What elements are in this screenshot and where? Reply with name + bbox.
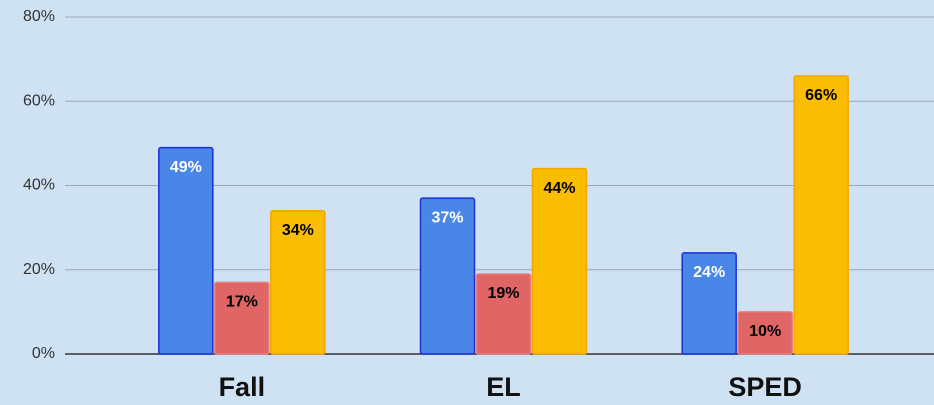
bar [681, 252, 737, 355]
value-label: 44% [543, 180, 575, 197]
bar [475, 273, 532, 355]
value-label: 17% [226, 294, 258, 311]
bar [419, 197, 476, 355]
y-tick-label: 80% [23, 8, 55, 25]
x-tick-label: Fall [219, 372, 266, 402]
y-tick-label: 20% [23, 261, 55, 278]
bar [270, 210, 326, 355]
value-label: 10% [749, 323, 781, 340]
value-label: 37% [431, 209, 463, 226]
x-tick-label: SPED [728, 372, 802, 402]
value-label: 24% [693, 264, 725, 281]
bar [737, 311, 793, 355]
y-tick-label: 40% [23, 177, 55, 194]
value-label: 19% [487, 285, 519, 302]
value-label: 66% [805, 87, 837, 104]
value-label: 49% [170, 159, 202, 176]
y-tick-label: 0% [32, 345, 55, 362]
value-label: 34% [282, 222, 314, 239]
y-tick-label: 60% [23, 92, 55, 109]
bar [214, 281, 270, 355]
bar [793, 75, 849, 355]
bar [158, 146, 214, 355]
x-tick-label: EL [486, 372, 521, 402]
bar [531, 167, 588, 355]
